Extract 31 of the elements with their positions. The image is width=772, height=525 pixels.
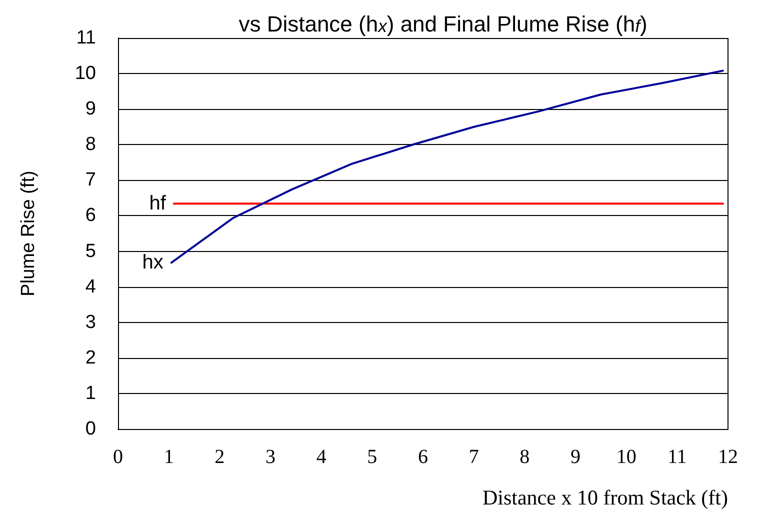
y-axis-title: Plume Rise (ft) (18, 170, 39, 296)
y-tick-label: 4 (85, 276, 96, 298)
y-tick-label: 2 (85, 347, 96, 368)
x-tick-label: 1 (164, 446, 174, 468)
x-tick-label: 7 (468, 446, 479, 468)
x-tick-label: 0 (113, 446, 123, 468)
chart-title: vs Distance (hx) and Final Plume Rise (hf) (238, 12, 648, 36)
x-tick-label: 9 (570, 446, 580, 468)
y-tick-label: 5 (85, 240, 96, 262)
y-tick-label: 9 (85, 98, 96, 120)
x-tick-label: 2 (214, 446, 225, 468)
x-tick-label: 8 (520, 446, 530, 468)
x-tick-label: 4 (316, 446, 326, 468)
x-tick-label: 11 (668, 446, 687, 468)
x-tick-label: 6 (418, 446, 428, 468)
y-tick-label: 1 (85, 382, 96, 404)
x-axis-title: Distance x 10 from Stack (ft) (482, 486, 728, 510)
y-tick-label: 11 (76, 28, 96, 48)
x-tick-label: 5 (367, 446, 378, 468)
y-tick-label: 3 (85, 312, 96, 333)
y-tick-label: 10 (74, 63, 96, 84)
y-tick-label: 0 (85, 418, 96, 440)
y-tick-label: 6 (85, 205, 96, 226)
x-tick-label: 12 (718, 446, 738, 468)
x-tick-label: 10 (616, 446, 636, 468)
y-tick-label: 7 (85, 170, 96, 191)
line-series (170, 70, 724, 264)
series-label: hx (142, 252, 164, 274)
series-label: hf (149, 192, 166, 215)
y-tick-label: 8 (85, 134, 96, 156)
x-tick-label: 3 (266, 446, 276, 468)
